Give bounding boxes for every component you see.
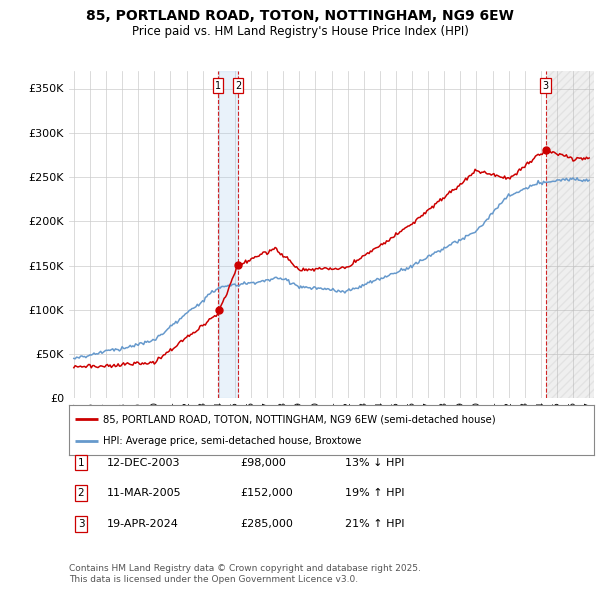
Bar [218,71,238,398]
Text: 11-MAR-2005: 11-MAR-2005 [107,489,181,498]
Bar [545,71,597,398]
Text: 13% ↓ HPI: 13% ↓ HPI [345,458,404,467]
Text: 85, PORTLAND ROAD, TOTON, NOTTINGHAM, NG9 6EW: 85, PORTLAND ROAD, TOTON, NOTTINGHAM, NG… [86,9,514,23]
Text: Contains HM Land Registry data © Crown copyright and database right 2025.: Contains HM Land Registry data © Crown c… [69,565,421,573]
Text: Price paid vs. HM Land Registry's House Price Index (HPI): Price paid vs. HM Land Registry's House … [131,25,469,38]
Text: £285,000: £285,000 [240,519,293,529]
Text: 21% ↑ HPI: 21% ↑ HPI [345,519,404,529]
Text: 3: 3 [542,81,549,90]
Text: 2: 2 [77,489,85,498]
Text: 3: 3 [77,519,85,529]
Text: This data is licensed under the Open Government Licence v3.0.: This data is licensed under the Open Gov… [69,575,358,584]
Text: HPI: Average price, semi-detached house, Broxtowe: HPI: Average price, semi-detached house,… [103,437,361,447]
Text: 19-APR-2024: 19-APR-2024 [107,519,179,529]
Text: £152,000: £152,000 [240,489,293,498]
Text: 1: 1 [77,458,85,467]
Text: 12-DEC-2003: 12-DEC-2003 [107,458,181,467]
Text: 1: 1 [215,81,221,90]
Text: £98,000: £98,000 [240,458,286,467]
Text: 2: 2 [235,81,241,90]
Text: 85, PORTLAND ROAD, TOTON, NOTTINGHAM, NG9 6EW (semi-detached house): 85, PORTLAND ROAD, TOTON, NOTTINGHAM, NG… [103,414,496,424]
Text: 19% ↑ HPI: 19% ↑ HPI [345,489,404,498]
